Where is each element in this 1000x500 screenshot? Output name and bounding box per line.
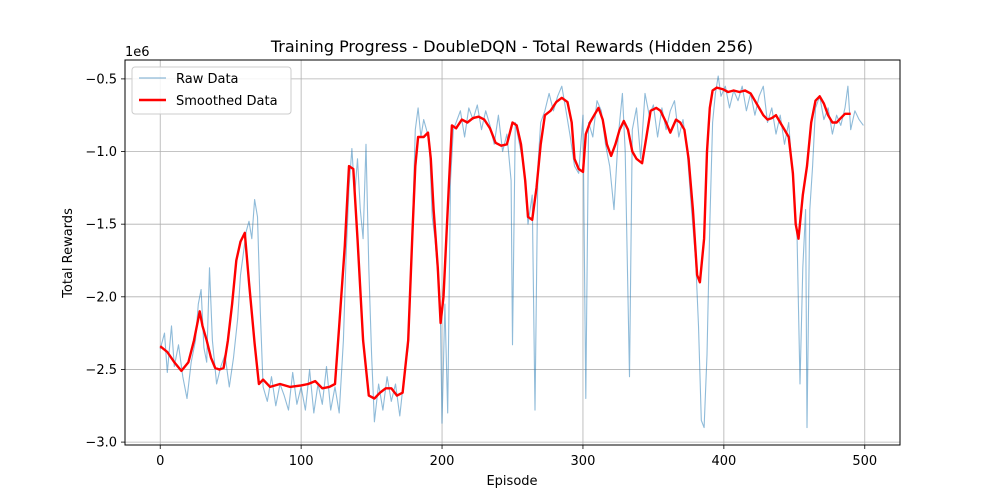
x-tick-label: 0 <box>156 454 164 469</box>
smoothed-data-series <box>159 86 851 400</box>
y-tick-label: −3.0 <box>85 436 117 451</box>
plot-area-frame <box>124 59 901 446</box>
grid-lines <box>125 60 900 445</box>
chart-title: Training Progress - DoubleDQN - Total Re… <box>270 37 753 56</box>
y-offset-label: 1e6 <box>125 45 150 60</box>
y-axis-ticks: −3.0 −2.5 −2.0 −1.5 −1.0 −0.5 <box>85 72 125 451</box>
x-tick-label: 300 <box>571 454 596 469</box>
x-tick-label: 400 <box>711 454 736 469</box>
legend-box <box>131 66 292 115</box>
x-tick-label: 500 <box>852 454 877 469</box>
y-tick-label: −2.5 <box>85 363 117 378</box>
y-tick-label: −2.0 <box>85 290 117 305</box>
legend-smoothed-label: Smoothed Data <box>176 94 278 109</box>
legend: Raw Data Smoothed Data <box>131 66 292 115</box>
y-axis-label: Total Rewards <box>61 208 76 299</box>
x-tick-label: 100 <box>289 454 314 469</box>
x-axis-ticks: 0 100 200 300 400 500 <box>156 445 877 469</box>
y-tick-label: −1.0 <box>85 145 117 160</box>
y-tick-label: −0.5 <box>85 72 117 87</box>
x-axis-label: Episode <box>486 474 537 489</box>
smoothed-data-line <box>159 86 851 400</box>
legend-raw-label: Raw Data <box>176 72 239 87</box>
y-tick-label: −1.5 <box>85 218 117 233</box>
x-tick-label: 200 <box>430 454 455 469</box>
